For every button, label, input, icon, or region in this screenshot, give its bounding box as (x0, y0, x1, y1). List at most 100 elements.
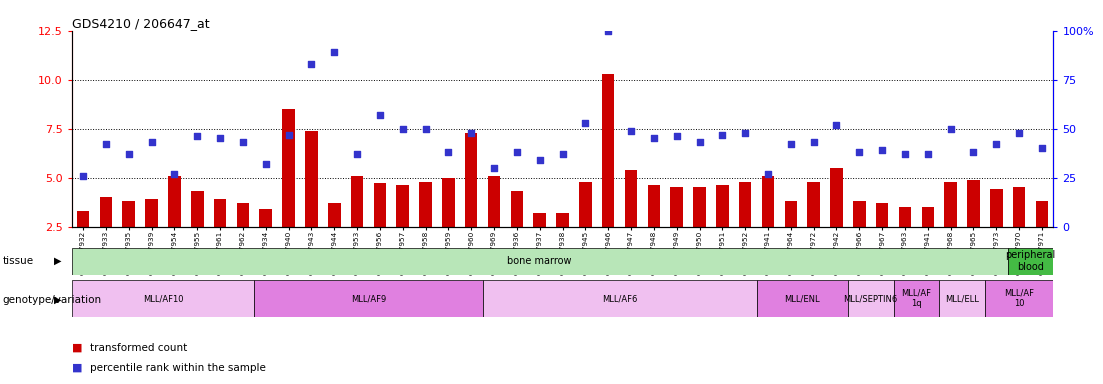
Bar (693, 187, 706, 227)
Bar (99, 197, 113, 227)
Bar (944, 182, 957, 227)
Bar (876, 203, 888, 227)
Point (120, 151, 138, 157)
Point (142, 139, 160, 146)
Bar (483, 280, 757, 317)
Bar (534, 213, 546, 227)
Point (325, 49, 343, 55)
Point (714, 131, 731, 137)
Bar (579, 182, 591, 227)
Point (599, 28, 617, 34)
Point (827, 122, 845, 128)
Bar (146, 199, 158, 227)
Bar (556, 213, 569, 227)
Point (622, 127, 640, 134)
Bar (214, 199, 226, 227)
Bar (168, 175, 181, 227)
Point (165, 170, 183, 177)
Bar (985, 280, 1053, 317)
Bar (967, 180, 979, 227)
Point (189, 133, 206, 139)
Point (874, 147, 891, 153)
Point (896, 151, 913, 157)
Text: ■: ■ (72, 343, 83, 353)
Point (371, 112, 388, 118)
Bar (831, 168, 843, 227)
Point (645, 136, 663, 142)
Point (280, 131, 298, 137)
Bar (990, 189, 1003, 227)
Text: bone marrow: bone marrow (507, 256, 572, 266)
Point (919, 151, 936, 157)
Text: genotype/variation: genotype/variation (2, 295, 101, 305)
Text: MLL/AF
10: MLL/AF 10 (1004, 289, 1035, 308)
Bar (419, 182, 432, 227)
Bar (893, 280, 940, 317)
Bar (762, 175, 774, 227)
Point (485, 165, 503, 171)
Bar (306, 131, 318, 227)
Bar (807, 182, 820, 227)
Point (508, 149, 526, 155)
Text: tissue: tissue (2, 256, 33, 266)
Text: ▶: ▶ (54, 295, 61, 305)
Bar (853, 201, 866, 227)
Bar (624, 170, 638, 227)
Text: MLL/ENL: MLL/ENL (784, 294, 820, 303)
Point (965, 149, 983, 155)
Bar (282, 109, 295, 227)
Point (302, 61, 320, 67)
Bar (602, 74, 614, 227)
Bar (784, 201, 797, 227)
Bar (237, 203, 249, 227)
Point (394, 126, 411, 132)
Point (1034, 145, 1051, 151)
Bar (488, 175, 501, 227)
Text: ▶: ▶ (54, 256, 61, 266)
Point (74, 172, 92, 179)
Bar (899, 207, 911, 227)
Point (462, 129, 480, 136)
Point (759, 170, 777, 177)
Point (97, 141, 115, 147)
Point (417, 126, 435, 132)
Bar (739, 182, 751, 227)
Bar (716, 185, 729, 227)
Bar (1008, 248, 1053, 275)
Text: MLL/AF9: MLL/AF9 (351, 294, 386, 303)
Point (554, 151, 571, 157)
Bar (1013, 187, 1026, 227)
Bar (351, 175, 363, 227)
Point (942, 126, 960, 132)
Bar (374, 184, 386, 227)
Bar (757, 280, 848, 317)
Bar (255, 280, 483, 317)
Bar (72, 280, 255, 317)
Point (667, 133, 685, 139)
Point (349, 151, 366, 157)
Point (805, 139, 823, 146)
Bar (940, 280, 985, 317)
Point (690, 139, 708, 146)
Text: GDS4210 / 206647_at: GDS4210 / 206647_at (72, 17, 210, 30)
Point (782, 141, 800, 147)
Bar (1036, 201, 1048, 227)
Point (531, 157, 548, 163)
Bar (122, 201, 135, 227)
Text: transformed count: transformed count (90, 343, 188, 353)
Point (440, 149, 458, 155)
Point (737, 129, 754, 136)
Point (850, 149, 868, 155)
Bar (671, 187, 683, 227)
Bar (77, 211, 89, 227)
Point (234, 139, 251, 146)
Text: ■: ■ (72, 363, 83, 373)
Bar (511, 191, 523, 227)
Text: MLL/AF
1q: MLL/AF 1q (901, 289, 931, 308)
Bar (442, 177, 454, 227)
Text: MLL/ELL: MLL/ELL (945, 294, 979, 303)
Bar (848, 280, 893, 317)
Point (212, 136, 229, 142)
Bar (921, 207, 934, 227)
Point (577, 120, 595, 126)
